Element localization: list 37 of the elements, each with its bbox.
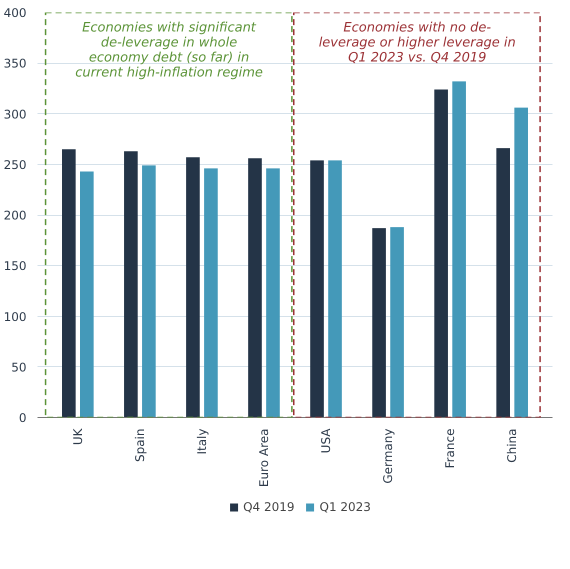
legend-label: Q4 2019 <box>243 500 294 514</box>
bar <box>372 228 386 418</box>
bar <box>452 81 466 418</box>
x-tick-label: Euro Area <box>256 428 271 488</box>
x-tick-label: Germany <box>381 428 396 484</box>
bar <box>62 149 76 418</box>
y-tick-label: 150 <box>4 259 26 274</box>
bar <box>248 158 262 418</box>
x-tick-label: Spain <box>132 428 147 462</box>
bar <box>328 160 342 418</box>
x-tick-label: UK <box>70 427 85 446</box>
y-tick-label: 400 <box>4 6 26 20</box>
y-tick-label: 350 <box>4 56 26 71</box>
bar <box>496 148 510 418</box>
bar <box>80 171 94 418</box>
annotation: Economies with significant de-leverage in whole economy debt (so far) in current high-inflation regime <box>75 20 263 81</box>
bar <box>434 89 448 418</box>
bar <box>514 108 528 418</box>
bar <box>310 160 324 418</box>
x-tick-label: China <box>505 428 520 463</box>
y-tick-label: 50 <box>11 360 27 374</box>
annotation: Economies with no de- leverage or higher leverage in Q1 2023 vs. Q4 2019 <box>318 20 516 66</box>
bar <box>266 168 280 418</box>
bar <box>142 165 156 418</box>
y-tick-label: 300 <box>4 107 26 122</box>
x-tick-label: USA <box>319 428 334 454</box>
y-tick-label: 0 <box>18 411 27 425</box>
x-tick-label: Italy <box>194 428 209 455</box>
bar <box>390 227 404 418</box>
y-tick-label: 250 <box>4 158 26 172</box>
bar <box>204 168 218 418</box>
bar <box>124 151 138 418</box>
y-tick-label: 100 <box>4 310 26 324</box>
x-tick-label: France <box>443 428 458 468</box>
bar <box>186 157 200 418</box>
legend-label: Q1 2023 <box>320 500 371 514</box>
y-tick-label: 200 <box>4 208 26 222</box>
